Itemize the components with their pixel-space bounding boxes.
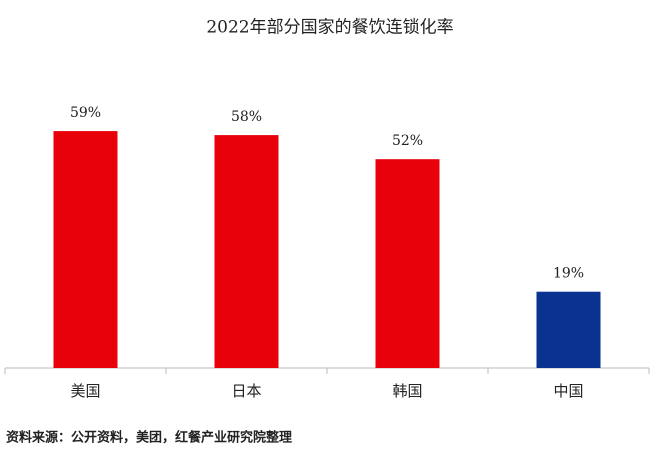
bar bbox=[53, 131, 118, 368]
chart-title: 2022年部分国家的餐饮连锁化率 bbox=[206, 18, 453, 38]
x-tick-label: 日本 bbox=[231, 382, 261, 400]
data-label: 52% bbox=[392, 133, 423, 149]
bar bbox=[375, 159, 440, 368]
x-tick-label: 中国 bbox=[553, 382, 583, 400]
data-label: 59% bbox=[70, 105, 101, 121]
data-label: 19% bbox=[553, 266, 584, 282]
source-note: 资料来源：公开资料，美团，红餐产业研究院整理 bbox=[6, 430, 292, 446]
bar bbox=[214, 135, 279, 368]
bar bbox=[536, 291, 601, 368]
x-tick-label: 韩国 bbox=[392, 382, 422, 400]
x-tick-label: 美国 bbox=[70, 382, 100, 400]
data-label: 58% bbox=[231, 109, 262, 125]
